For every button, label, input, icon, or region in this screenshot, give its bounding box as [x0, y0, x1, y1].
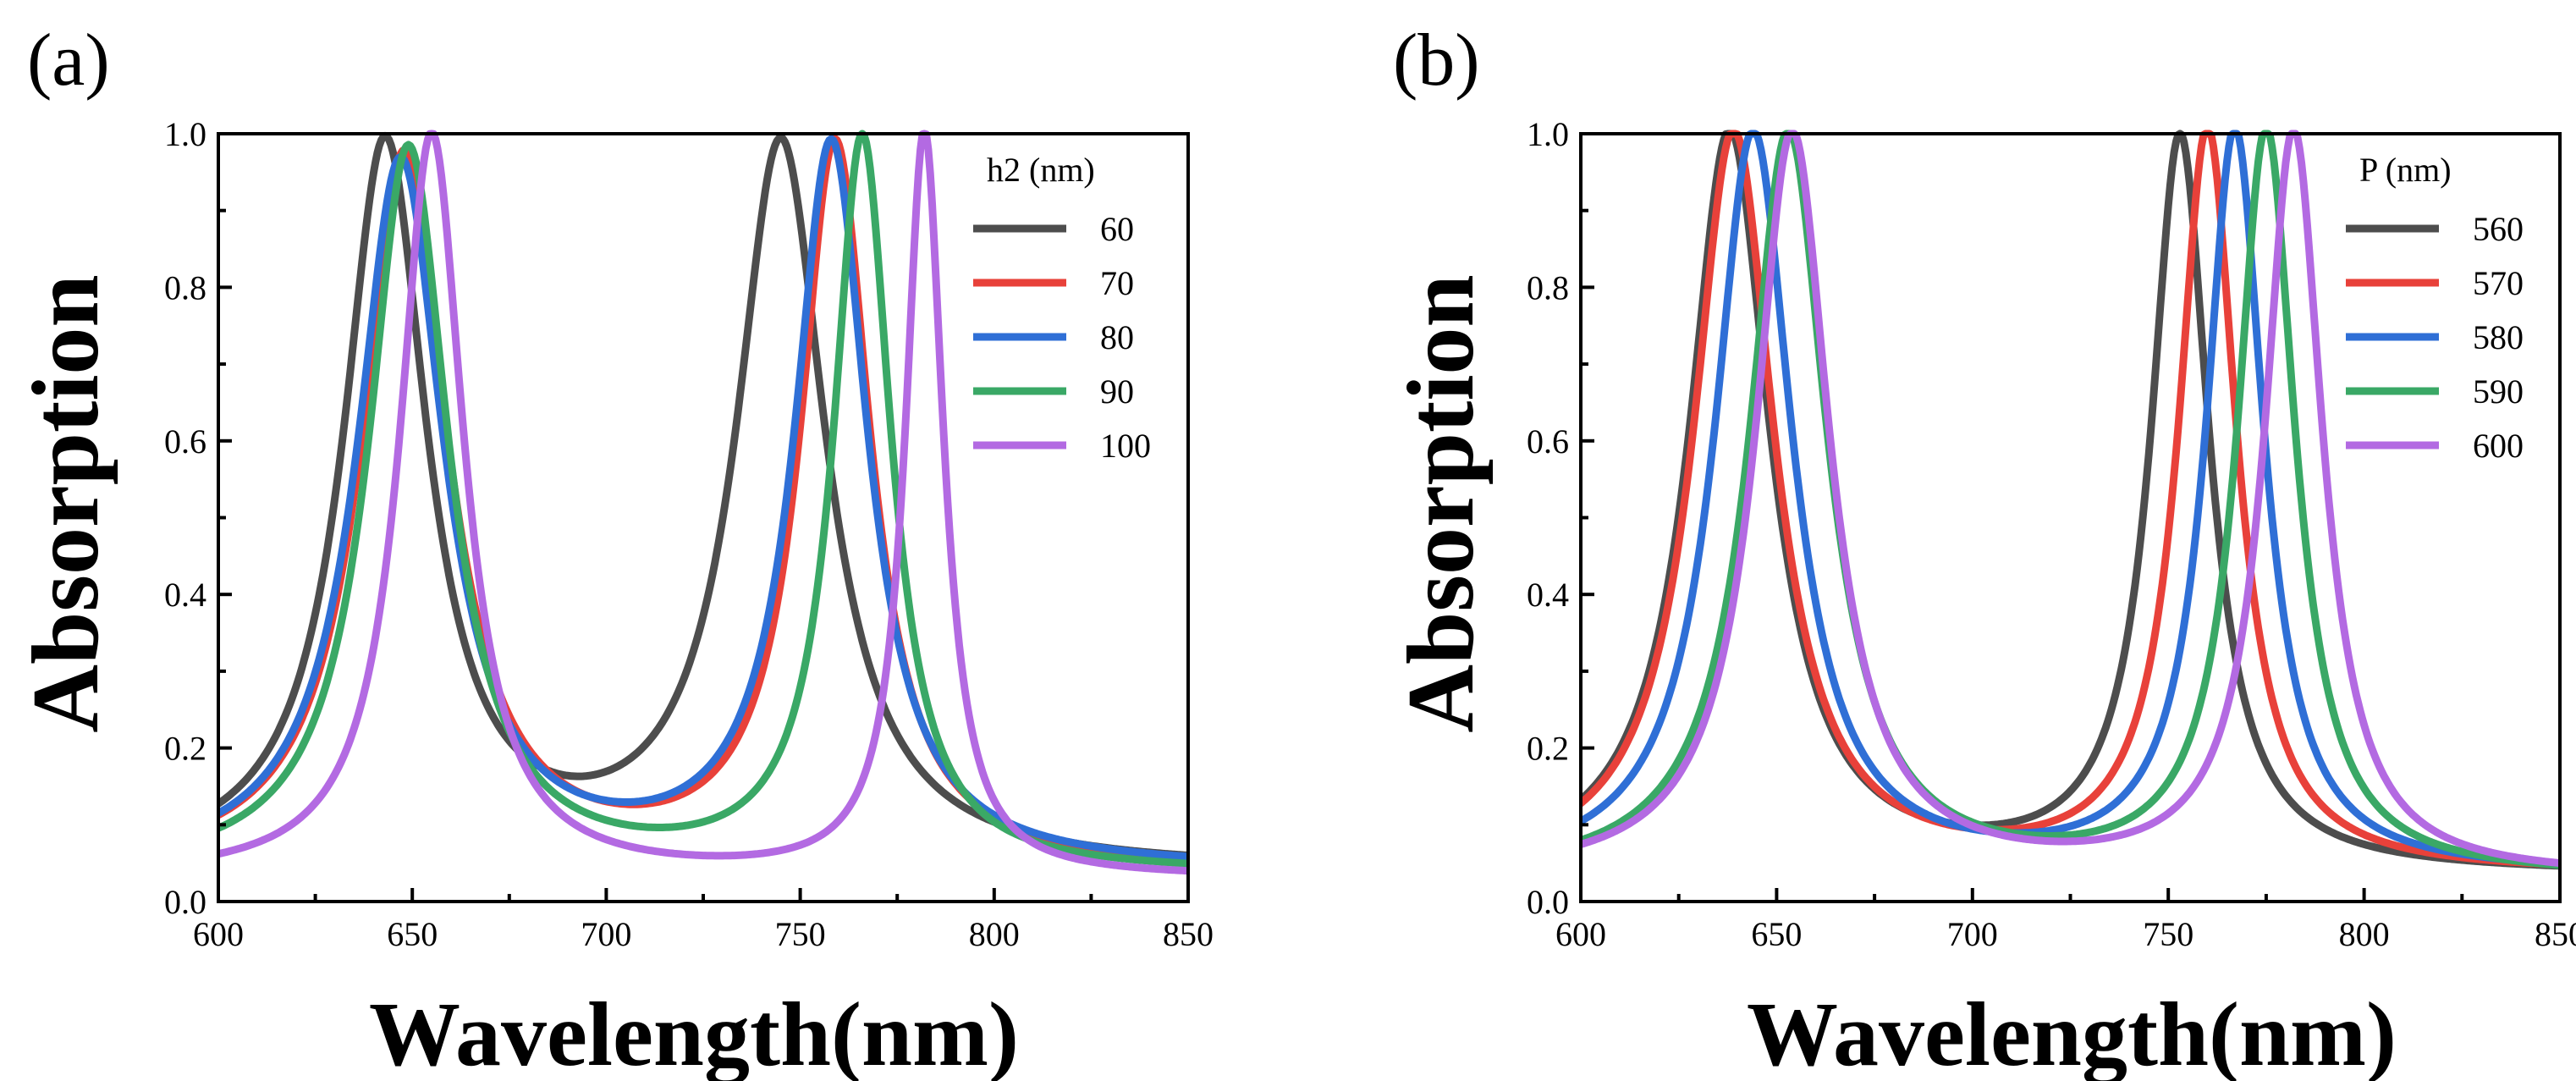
legend-label-570: 570 — [2473, 264, 2524, 302]
y-tick-label: 0.0 — [1527, 883, 1569, 921]
panel-a-ylabel: Absorption — [14, 274, 118, 732]
x-tick-label: 700 — [581, 915, 631, 953]
panel-b-legend: P (nm) 560 570 580 590 600 — [2346, 151, 2524, 465]
panel-b: (b) Absorption Wavelength(nm) 600 650 700 7… — [1389, 19, 2576, 1081]
panel-b-plot: 600 650 700 750 800 850 0.0 0.2 0.4 0.6 0.8 1.0 P (n… — [1527, 115, 2576, 953]
panel-b-ylabel: Absorption — [1389, 274, 1494, 732]
panel-a-label: (a) — [27, 19, 110, 102]
y-tick-label: 0.6 — [1527, 422, 1569, 461]
legend-label-600: 600 — [2473, 427, 2524, 465]
y-tick-label: 0.4 — [164, 576, 206, 614]
series-line-100 — [218, 130, 1188, 875]
y-tick-label: 1.0 — [164, 115, 206, 153]
x-tick-label: 650 — [387, 915, 438, 953]
legend-title: h2 (nm) — [987, 151, 1095, 189]
legend-label-70: 70 — [1100, 264, 1134, 302]
y-tick-label: 0.8 — [164, 268, 206, 306]
legend-title: P (nm) — [2359, 151, 2452, 189]
x-tick-label: 800 — [969, 915, 1020, 953]
series-line-80 — [218, 135, 1188, 861]
legend-label-590: 590 — [2473, 372, 2524, 411]
series-line-580 — [1581, 130, 2560, 868]
x-tick-label: 850 — [1163, 915, 1214, 953]
panel-a-plot: 600 650 700 750 800 850 0.0 0.2 0.4 0.6 0.8 1.0 h2 (… — [164, 115, 1214, 953]
series-line-560 — [1581, 130, 2560, 870]
y-tick-label: 1.0 — [1527, 115, 1569, 153]
x-tick-label: 700 — [1947, 915, 1998, 953]
legend-label-80: 80 — [1100, 318, 1134, 356]
panel-a-curves — [218, 130, 1188, 875]
x-tick-label: 600 — [193, 915, 244, 953]
y-tick-label: 0.2 — [164, 730, 206, 768]
y-tick-label: 0.0 — [164, 883, 206, 921]
legend-label-90: 90 — [1100, 372, 1134, 411]
panel-a-legend: h2 (nm)60 70 80 90 100 — [973, 151, 1151, 465]
x-tick-label: 850 — [2535, 915, 2576, 953]
panel-b-label: (b) — [1393, 19, 1480, 102]
panel-a-xlabel: Wavelength(nm) — [369, 984, 1019, 1081]
legend-label-580: 580 — [2473, 318, 2524, 356]
series-line-590 — [1581, 130, 2560, 869]
panel-b-xlabel: Wavelength(nm) — [1747, 984, 2397, 1081]
legend-label-100: 100 — [1100, 427, 1151, 465]
x-tick-label: 650 — [1751, 915, 1802, 953]
panel-a: (a) Absorption Wavelength(nm) 600 650 700 7… — [14, 19, 1214, 1081]
legend-label-560: 560 — [2473, 210, 2524, 248]
x-tick-label: 750 — [2143, 915, 2193, 953]
x-tick-label: 750 — [775, 915, 826, 953]
legend-label-60: 60 — [1100, 210, 1134, 248]
x-tick-label: 600 — [1555, 915, 1606, 953]
y-tick-label: 0.2 — [1527, 730, 1569, 768]
series-line-570 — [1581, 130, 2560, 869]
y-tick-label: 0.8 — [1527, 268, 1569, 306]
y-tick-label: 0.4 — [1527, 576, 1569, 614]
panel-b-curves — [1581, 130, 2560, 870]
y-tick-label: 0.6 — [164, 422, 206, 461]
x-tick-label: 800 — [2339, 915, 2390, 953]
series-line-600 — [1581, 130, 2560, 868]
